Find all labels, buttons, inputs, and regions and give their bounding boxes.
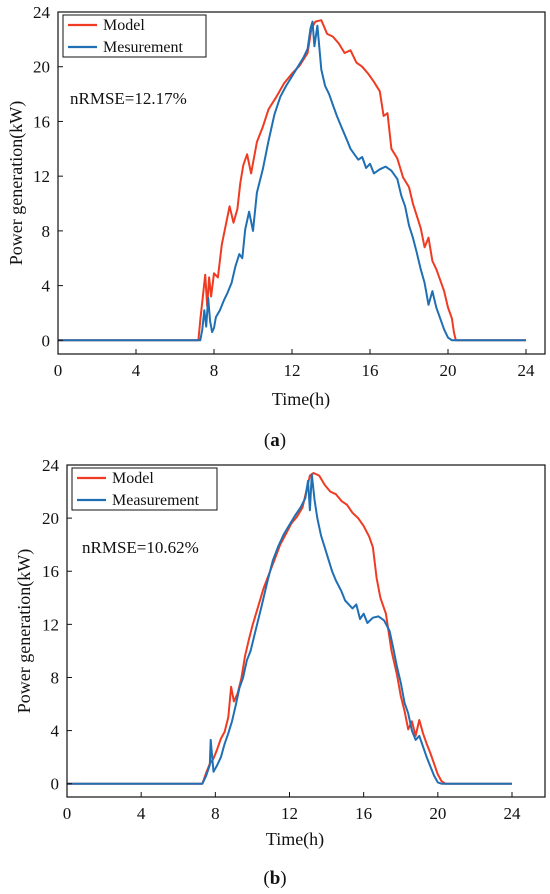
panel-a-axes-frame xyxy=(57,11,546,355)
panel-a-ylabel: Power generation(kW) xyxy=(6,101,27,265)
panel-a-x-tick-label: 24 xyxy=(518,361,536,380)
panel-b-x-tick-label: 8 xyxy=(211,804,220,823)
panel-b-x-ticks: 0 4 8 12 16 20 24 xyxy=(63,792,521,823)
panel-a-series-layer xyxy=(58,19,526,342)
panel-b-y-tick-label: 24 xyxy=(42,456,60,475)
panel-a-x-tick-label: 4 xyxy=(132,361,141,380)
panel-a-y-tick-label: 20 xyxy=(33,58,50,77)
panel-a-annotation: nRMSE=12.17% xyxy=(70,89,187,108)
panel-a-y-tick-label: 4 xyxy=(42,277,51,296)
panel-b-x-tick-label: 24 xyxy=(504,804,522,823)
panel-a-legend-box xyxy=(62,14,207,58)
panel-b-x-tick-label: 16 xyxy=(355,804,372,823)
panel-a-x-tick-label: 8 xyxy=(210,361,219,380)
panel-b-y-tick-label: 16 xyxy=(42,562,59,581)
panel-b-y-tick-label: 0 xyxy=(51,775,60,794)
panel-b-series-layer xyxy=(67,472,512,785)
panel-a-y-tick-label: 12 xyxy=(33,167,50,186)
panel-b-series-model-line xyxy=(67,472,512,785)
panel-b-legend-box xyxy=(71,467,218,511)
panel-b-y-tick-label: 12 xyxy=(42,615,59,634)
panel-a-caption: (a) xyxy=(264,430,286,451)
panel-b-x-tick-label: 20 xyxy=(429,804,446,823)
panel-b-caption: (b) xyxy=(263,868,286,889)
panel-b-x-tick-label: 0 xyxy=(63,804,72,823)
panel-b-series-measurement-line xyxy=(67,473,512,785)
panel-b-x-tick-label: 4 xyxy=(137,804,146,823)
panel-a-y-tick-label: 0 xyxy=(42,331,51,350)
panel-a-x-tick-label: 20 xyxy=(440,361,457,380)
panel-a-series-measurement-line xyxy=(58,20,526,342)
panel-a: 0 4 8 12 16 20 24 0 4 8 12 16 20 24 Time(h) Power ge… xyxy=(6,3,546,410)
panel-b-xlabel: Time(h) xyxy=(266,829,324,850)
panel-a-xlabel: Time(h) xyxy=(272,389,330,410)
panel-b-annotation: nRMSE=10.62% xyxy=(82,538,199,557)
panel-b-ylabel: Power generation(kW) xyxy=(14,549,35,713)
panel-b-axes-frame xyxy=(66,464,546,798)
panel-b-y-tick-label: 4 xyxy=(51,722,60,741)
panel-a-y-tick-label: 8 xyxy=(42,222,51,241)
panel-a-legend-label-measurement: Mesurement xyxy=(103,39,184,56)
panel-a-series-model-line xyxy=(58,19,526,342)
panel-b-legend: Model Measurement xyxy=(71,467,218,511)
panel-a-x-tick-label: 16 xyxy=(362,361,379,380)
panel-a-legend-label-model: Model xyxy=(103,17,145,34)
panel-a-y-tick-label: 16 xyxy=(33,112,50,131)
panel-a-y-tick-label: 24 xyxy=(33,3,51,22)
panel-b-y-tick-label: 8 xyxy=(51,668,60,687)
panel-a-x-tick-label: 12 xyxy=(284,361,301,380)
panel-b-y-tick-label: 20 xyxy=(42,509,59,528)
panel-b: 0 4 8 12 16 20 24 0 4 8 12 16 20 24 Time(h) Power ge… xyxy=(14,456,546,850)
panel-b-legend-label-model: Model xyxy=(112,470,154,487)
panel-b-x-tick-label: 12 xyxy=(281,804,298,823)
panel-b-y-ticks: 0 4 8 12 16 20 24 xyxy=(42,456,72,794)
panel-a-x-ticks: 0 4 8 12 16 20 24 xyxy=(54,349,535,380)
panel-a-x-tick-label: 0 xyxy=(54,361,63,380)
panel-b-legend-label-measurement: Measurement xyxy=(112,492,200,509)
panel-a-legend: Model Mesurement xyxy=(62,14,207,58)
panel-a-y-ticks: 0 4 8 12 16 20 24 xyxy=(33,3,63,350)
